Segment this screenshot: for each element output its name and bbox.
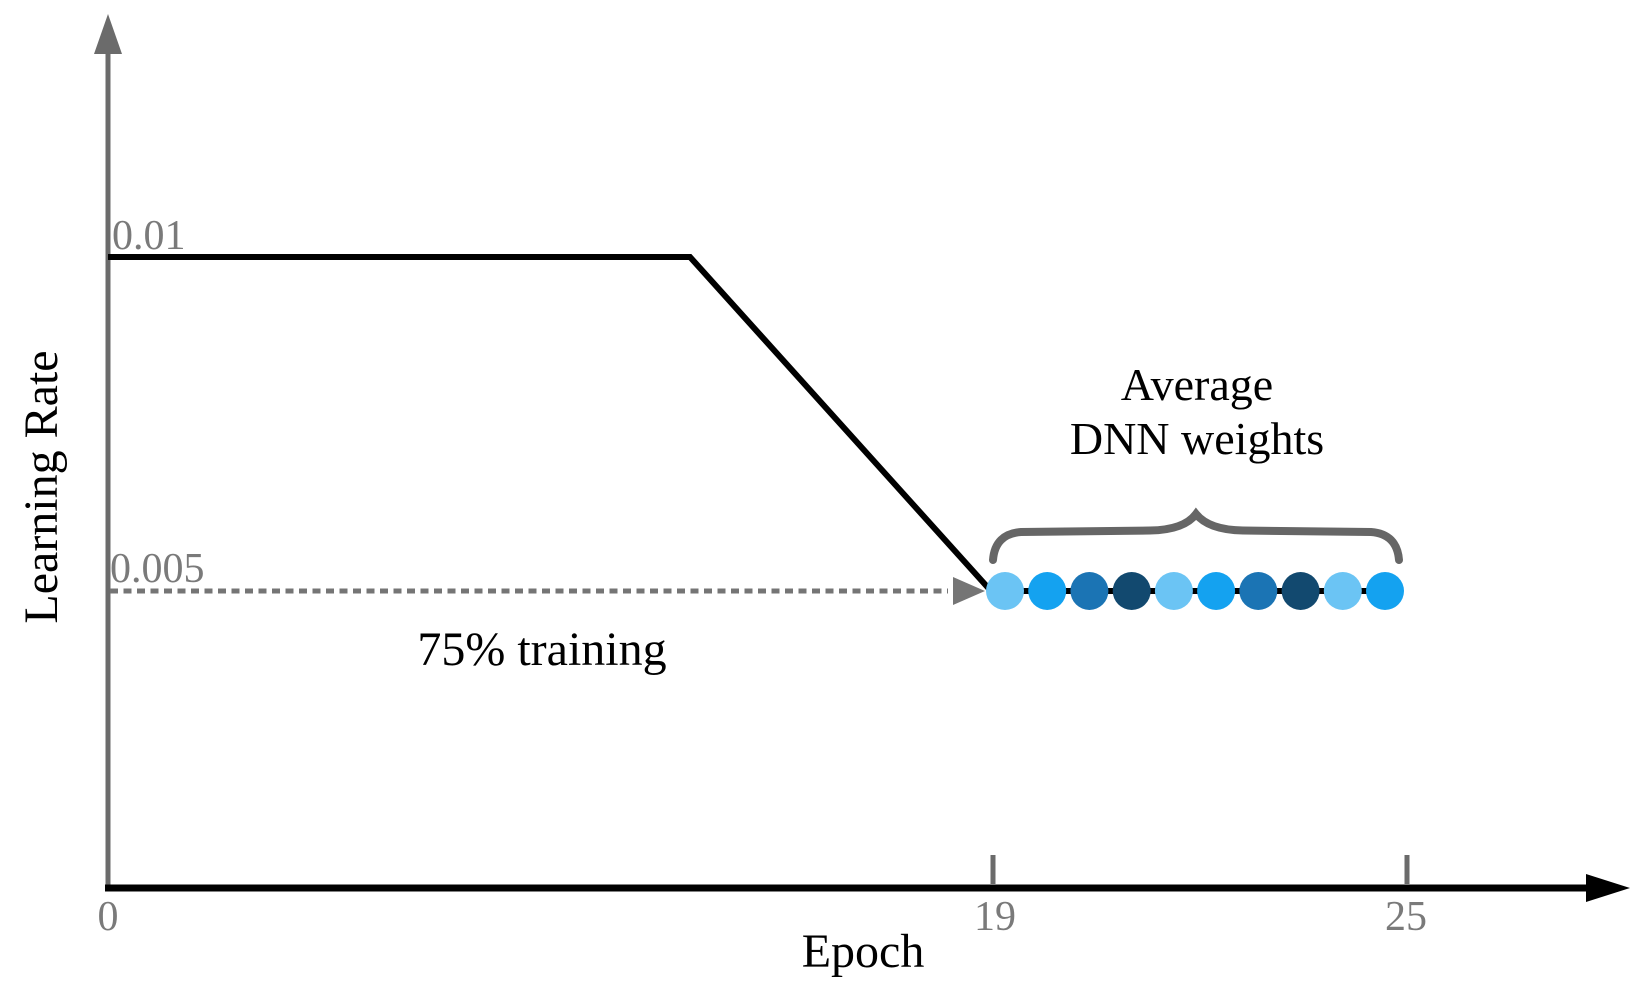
- swa-checkpoint-dot: [1070, 572, 1109, 610]
- x-tick-label-0: 0: [97, 894, 119, 940]
- swa-checkpoint-dot: [1323, 572, 1362, 610]
- swa-checkpoint-dot: [1112, 572, 1151, 610]
- y-axis-arrowhead-icon: [94, 14, 122, 54]
- swa-checkpoint-dot: [1154, 572, 1193, 610]
- x-tick-label-25: 25: [1385, 894, 1427, 940]
- y-tick-label-001: 0.01: [112, 213, 186, 259]
- x-axis-title: Epoch: [801, 925, 925, 978]
- annotation-average-line2: DNN weights: [1069, 413, 1325, 465]
- y-tick-label-0005: 0.005: [110, 546, 205, 592]
- swa-checkpoint-dot: [1239, 572, 1278, 610]
- swa-checkpoint-dot: [986, 572, 1024, 610]
- annotation-average-dnn-weights: Average DNN weights: [1070, 358, 1324, 467]
- swa-checkpoint-dot: [1366, 572, 1404, 610]
- swa-dots: [986, 572, 1404, 610]
- swa-checkpoint-dot: [1028, 572, 1067, 610]
- annotation-average-line1: Average: [1120, 359, 1274, 410]
- swa-checkpoint-dot: [1197, 572, 1236, 610]
- learning-rate-curve: [108, 254, 994, 594]
- annotation-75-percent-training: 75% training: [417, 623, 667, 676]
- overbrace-icon: [989, 507, 1403, 564]
- x-axis-arrowhead-icon: [1586, 874, 1630, 902]
- y-axis-title: Learning Rate: [15, 350, 68, 624]
- x-tick-label-19: 19: [974, 894, 1016, 940]
- swa-checkpoint-dot: [1281, 572, 1320, 610]
- dashed-arrowhead-icon: [953, 577, 985, 605]
